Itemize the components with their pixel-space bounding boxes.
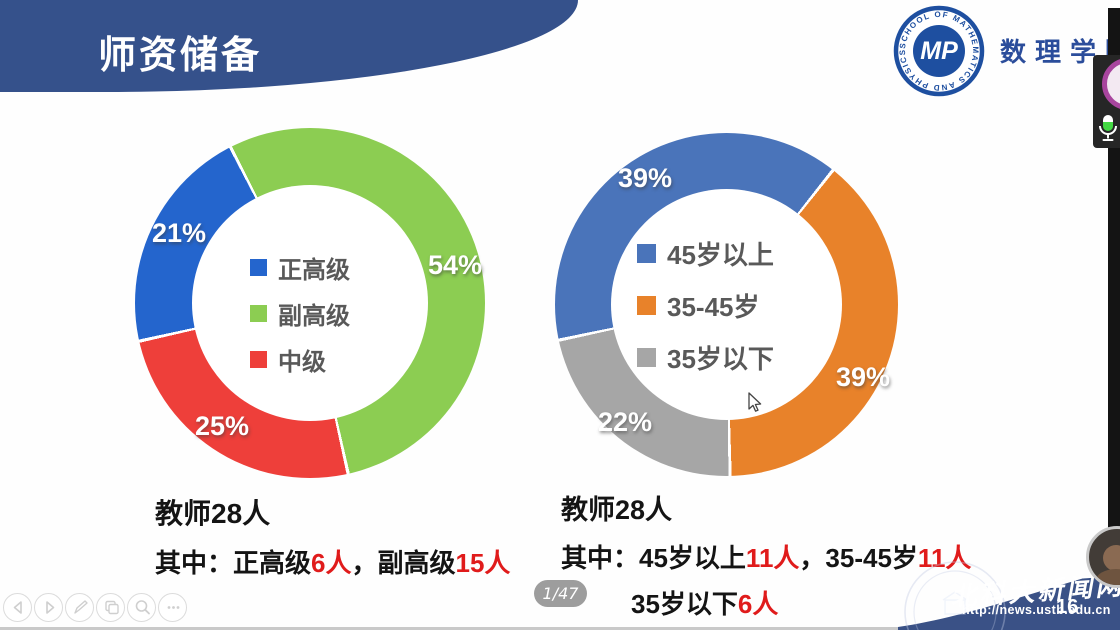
call-participant-avatar	[1102, 58, 1120, 110]
school-logo: SCHOOL OF MATHEMATICS AND PHYSICS MP	[893, 5, 985, 97]
page-title: 师资储备	[98, 35, 263, 77]
legend-label: 正高级	[278, 257, 350, 284]
caption-detail: 35岁以下6人	[631, 584, 971, 621]
mp-logo-icon: SCHOOL OF MATHEMATICS AND PHYSICS MP	[893, 5, 985, 97]
bottom-divider	[0, 627, 1120, 630]
caption-value: 15人	[455, 548, 511, 578]
arrow-right-icon	[46, 601, 55, 614]
caption-value: 6人	[737, 589, 779, 619]
zoom-search-button[interactable]	[127, 593, 156, 622]
caption-detail: 其中：45岁以上11人，35-45岁11人	[561, 538, 971, 575]
page-indicator: 1/47	[534, 580, 587, 607]
window-edge-strip	[1108, 8, 1120, 630]
slide-number: 16	[1056, 596, 1079, 618]
video-call-panel[interactable]	[1093, 55, 1120, 148]
magnifier-icon	[135, 600, 150, 615]
legend-swatch-icon	[250, 305, 267, 322]
donut-chart-titles: 21% 54% 25% 正高级 副高级 中级	[135, 128, 485, 478]
legend-swatch-icon	[637, 244, 656, 263]
caption-detail: 其中：正高级6人，副高级15人	[155, 543, 510, 580]
pct-label: 54%	[428, 250, 483, 280]
caption-headline: 教师28人	[155, 498, 271, 529]
avatar-body	[1095, 569, 1120, 585]
legend-swatch-icon	[637, 348, 656, 367]
pct-label: 39%	[836, 362, 891, 392]
caption-value: 11人	[917, 543, 972, 573]
ustb-seal-icon	[904, 561, 1006, 630]
chart-legend: 45岁以上 35-45岁 35岁以下	[637, 235, 774, 376]
svg-text:MP: MP	[920, 37, 958, 65]
legend-label: 35-45岁	[667, 292, 760, 322]
pen-icon	[74, 600, 88, 614]
legend-item: 35岁以下	[637, 339, 774, 376]
ellipsis-icon	[167, 606, 180, 609]
pct-label: 22%	[598, 407, 653, 437]
legend-swatch-icon	[250, 259, 267, 276]
legend-label: 35岁以下	[667, 344, 774, 374]
caption-ages: 教师28人 其中：45岁以上11人，35-45岁11人 35岁以下6人	[561, 488, 971, 621]
caption-titles: 教师28人 其中：正高级6人，副高级15人	[155, 492, 510, 580]
legend-label: 中级	[278, 349, 326, 376]
pct-label: 25%	[195, 411, 250, 441]
more-options-button[interactable]	[158, 593, 187, 622]
annotate-pen-button[interactable]	[65, 593, 94, 622]
legend-item: 中级	[250, 342, 350, 377]
legend-item: 35-45岁	[637, 287, 774, 324]
watermark-band	[898, 568, 1120, 630]
caption-value: 6人	[311, 548, 352, 578]
next-slide-button[interactable]	[34, 593, 63, 622]
legend-item: 副高级	[250, 296, 350, 331]
legend-swatch-icon	[637, 296, 656, 315]
mouse-cursor-icon	[748, 392, 762, 412]
chart-legend: 正高级 副高级 中级	[250, 250, 350, 377]
previous-slide-button[interactable]	[3, 593, 32, 622]
donut-chart-ages: 39% 39% 22% 45岁以上 35-45岁 35岁以下	[555, 133, 898, 476]
caption-text: 其中：45岁以上	[561, 543, 746, 573]
legend-item: 正高级	[250, 250, 350, 285]
donut-hole	[192, 185, 428, 421]
slides-icon	[105, 600, 119, 615]
caption-text: ，35-45岁	[799, 543, 918, 573]
legend-label: 45岁以上	[667, 240, 774, 270]
caption-headline: 教师28人	[561, 495, 673, 525]
microphone-icon[interactable]	[1097, 113, 1119, 148]
watermark-url: http://news.ustb.edu.cn	[962, 603, 1111, 617]
viewer-toolbar	[3, 593, 187, 622]
caption-text: 35岁以下	[631, 589, 738, 619]
legend-label: 副高级	[278, 303, 350, 330]
pct-label: 39%	[618, 163, 673, 193]
caption-value: 11人	[745, 543, 800, 573]
slide-thumbnails-button[interactable]	[96, 593, 125, 622]
legend-swatch-icon	[250, 351, 267, 368]
legend-item: 45岁以上	[637, 235, 774, 272]
title-banner: 师资储备	[0, 0, 578, 92]
pct-label: 21%	[152, 218, 207, 248]
avatar-head	[1103, 545, 1120, 571]
arrow-left-icon	[13, 601, 22, 614]
caption-text: ，副高级	[351, 548, 456, 578]
caption-text: 其中：正高级	[155, 548, 312, 578]
